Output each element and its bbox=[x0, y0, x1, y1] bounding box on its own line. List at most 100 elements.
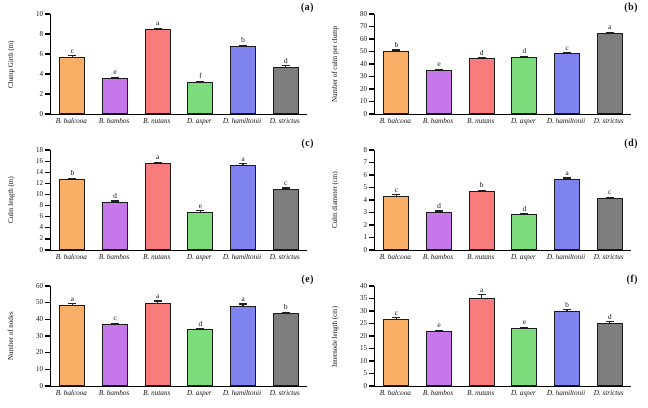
y-tick-label: 10 bbox=[36, 189, 43, 198]
y-tick-label: 0 bbox=[363, 109, 368, 118]
bar bbox=[554, 53, 581, 114]
y-tick-label: 80 bbox=[360, 9, 367, 18]
y-tick-mark bbox=[369, 88, 374, 90]
significance-letter: a bbox=[70, 293, 74, 303]
bar-slot: e bbox=[94, 14, 137, 114]
panel-letter: (e) bbox=[301, 274, 314, 285]
y-tick-mark bbox=[45, 238, 50, 240]
x-axis-labels: B. balcooa B. bambos B. nutans D. asper D. h… bbox=[50, 253, 306, 262]
y-tick-label: 12 bbox=[36, 178, 43, 187]
y-tick-label: 6 bbox=[363, 170, 368, 179]
error-bar-cap bbox=[281, 311, 290, 313]
x-axis-labels: B. balcooa B. bambos B. nutans D. asper D. h… bbox=[374, 389, 630, 398]
bar bbox=[383, 318, 410, 386]
y-tick-label: 4 bbox=[363, 195, 368, 204]
bar bbox=[272, 66, 299, 114]
bar bbox=[187, 211, 214, 250]
bar bbox=[230, 306, 257, 386]
y-tick-label: 30 bbox=[360, 306, 367, 315]
y-tick-label: 0 bbox=[39, 245, 44, 254]
bar-slot: f bbox=[179, 14, 222, 114]
bar-slot: e bbox=[418, 14, 461, 114]
error-bar-cap bbox=[281, 65, 290, 67]
y-tick-label: 0 bbox=[363, 245, 368, 254]
bar-slot: a bbox=[51, 286, 94, 386]
y-tick-label: 6 bbox=[39, 212, 44, 221]
x-tick-label: B. balcooa bbox=[55, 117, 87, 125]
y-tick-mark bbox=[369, 360, 374, 362]
y-tick-label: 30 bbox=[360, 72, 367, 80]
y-tick-mark bbox=[369, 249, 374, 251]
bar bbox=[230, 165, 257, 250]
x-tick-label: D. strictus bbox=[269, 117, 300, 125]
error-bar-cap bbox=[68, 177, 77, 179]
significance-letter: b bbox=[565, 299, 569, 309]
y-tick-label: 40 bbox=[360, 281, 367, 290]
x-tick-label: B. nutans bbox=[467, 253, 495, 261]
y-tick-mark bbox=[369, 372, 374, 375]
y-tick-mark bbox=[369, 75, 374, 78]
bar bbox=[102, 78, 128, 114]
bar bbox=[102, 324, 128, 386]
error-bar-cap bbox=[477, 294, 486, 296]
bar bbox=[59, 56, 86, 114]
y-tick-label: 0 bbox=[363, 381, 368, 390]
y-tick-mark bbox=[369, 50, 374, 53]
y-tick-label: 2 bbox=[39, 234, 44, 243]
significance-letter: a bbox=[241, 294, 245, 303]
error-bar-cap bbox=[435, 329, 443, 331]
y-tick-mark bbox=[45, 171, 50, 173]
bar-slot: b bbox=[375, 14, 418, 114]
bar-slot: e bbox=[179, 150, 222, 250]
y-tick-mark bbox=[369, 335, 374, 337]
y-tick-mark bbox=[45, 285, 50, 287]
y-tick-mark bbox=[369, 38, 374, 40]
y-tick-label: 14 bbox=[36, 167, 43, 176]
x-tick-label: B. nutans bbox=[143, 253, 171, 261]
panel-c-culm-length: (c) Culm length (m) 0 2 4 6 8 10 12 14 16 18 b d a e a… bbox=[0, 136, 324, 272]
bar-slot: c bbox=[375, 150, 418, 250]
y-tick-label: 4 bbox=[39, 69, 44, 78]
y-tick-label: 1 bbox=[363, 233, 368, 241]
x-tick-label: B. bambos bbox=[422, 389, 454, 397]
x-tick-label: D. strictus bbox=[269, 253, 300, 261]
x-tick-label: B. nutans bbox=[143, 389, 171, 397]
y-tick-mark bbox=[369, 13, 374, 15]
bar bbox=[144, 303, 171, 386]
x-tick-label: D. hamiltonii bbox=[222, 253, 262, 261]
bar-slot: d bbox=[94, 150, 137, 250]
x-axis-labels: B. balcooa B. bambos B. nutans D. asper D. h… bbox=[50, 389, 306, 398]
bar-slot: a bbox=[136, 150, 179, 250]
plot-area: 0 2 4 6 8 10 c e a f b d bbox=[36, 10, 307, 118]
error-bar-cap bbox=[392, 194, 401, 196]
bar bbox=[468, 58, 495, 114]
x-axis-labels: B. balcooa B. bambos B. nutans D. asper D. h… bbox=[374, 253, 630, 262]
y-tick-mark bbox=[369, 199, 374, 201]
bar bbox=[596, 322, 623, 386]
bar bbox=[596, 33, 623, 114]
error-bar-cap bbox=[477, 56, 486, 59]
bar bbox=[383, 195, 410, 250]
x-tick-label: B. bambos bbox=[98, 253, 130, 261]
y-tick-mark bbox=[45, 182, 50, 185]
x-tick-label: D. asper bbox=[186, 389, 212, 397]
bar-slot: a bbox=[136, 286, 179, 386]
significance-letter: f bbox=[199, 71, 202, 81]
y-tick-mark bbox=[369, 211, 374, 214]
significance-letter: e bbox=[113, 67, 117, 77]
y-tick-mark bbox=[45, 302, 50, 304]
significance-letter: c bbox=[70, 45, 74, 55]
bar bbox=[426, 211, 452, 250]
bar-slot: c bbox=[51, 14, 94, 114]
error-bar-cap bbox=[563, 177, 572, 179]
significance-letter: b bbox=[241, 35, 245, 45]
significance-letter: a bbox=[241, 153, 245, 163]
plot-area: 0 2 4 6 8 10 12 14 16 18 b d a e a c bbox=[36, 146, 307, 254]
y-tick-label: 20 bbox=[36, 348, 43, 357]
x-tick-label: B. bambos bbox=[98, 389, 130, 397]
y-tick-mark bbox=[45, 352, 50, 354]
y-tick-mark bbox=[369, 347, 374, 350]
error-bar-cap bbox=[239, 44, 248, 46]
x-tick-label: D. hamiltonii bbox=[546, 117, 586, 125]
y-tick-label: 0 bbox=[39, 109, 44, 118]
